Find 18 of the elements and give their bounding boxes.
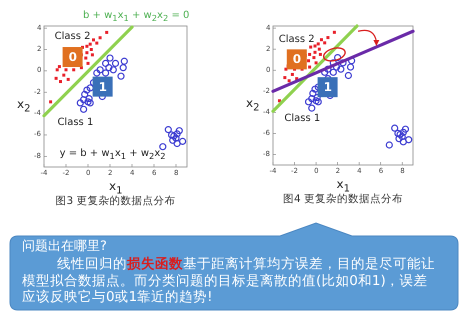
annotation: y = b + w$_{1}$x$_{1}$ + w$_{2}$x$_{2}$	[60, 148, 166, 161]
y-axis-title: x$_{2}$	[17, 96, 30, 114]
annotation: 0	[68, 50, 77, 64]
caption: 图3 更复杂的数据点分布	[56, 195, 176, 207]
annotation: Class 2	[278, 34, 315, 45]
caption: 图4 更复杂的数据点分布	[283, 193, 404, 205]
annotation: 0	[292, 52, 302, 66]
annotation: 1	[324, 80, 332, 94]
x-axis-title: x$_{1}$	[336, 177, 350, 194]
text: 线性回归的损失函数基于距离计算均方误差，目的是尽可能让模型拟合数据点。而分类问题的目标是离散的值(比如0和1)，误差应该反映它与0或1靠近的趋势!	[22, 256, 436, 306]
annotation: Class 2	[54, 31, 90, 42]
text: b + w$_{1}$x$_{1}$ + w$_{2}$x$_{2}$ = 0	[83, 10, 190, 24]
annotation: 1	[98, 80, 107, 94]
y-axis-title: x$_{2}$	[246, 96, 260, 113]
text: 问题出在哪里?	[22, 239, 107, 254]
annotation: Class 1	[57, 117, 94, 128]
annotation: Class 1	[284, 113, 320, 124]
x-axis-title: x$_{1}$	[109, 179, 122, 196]
